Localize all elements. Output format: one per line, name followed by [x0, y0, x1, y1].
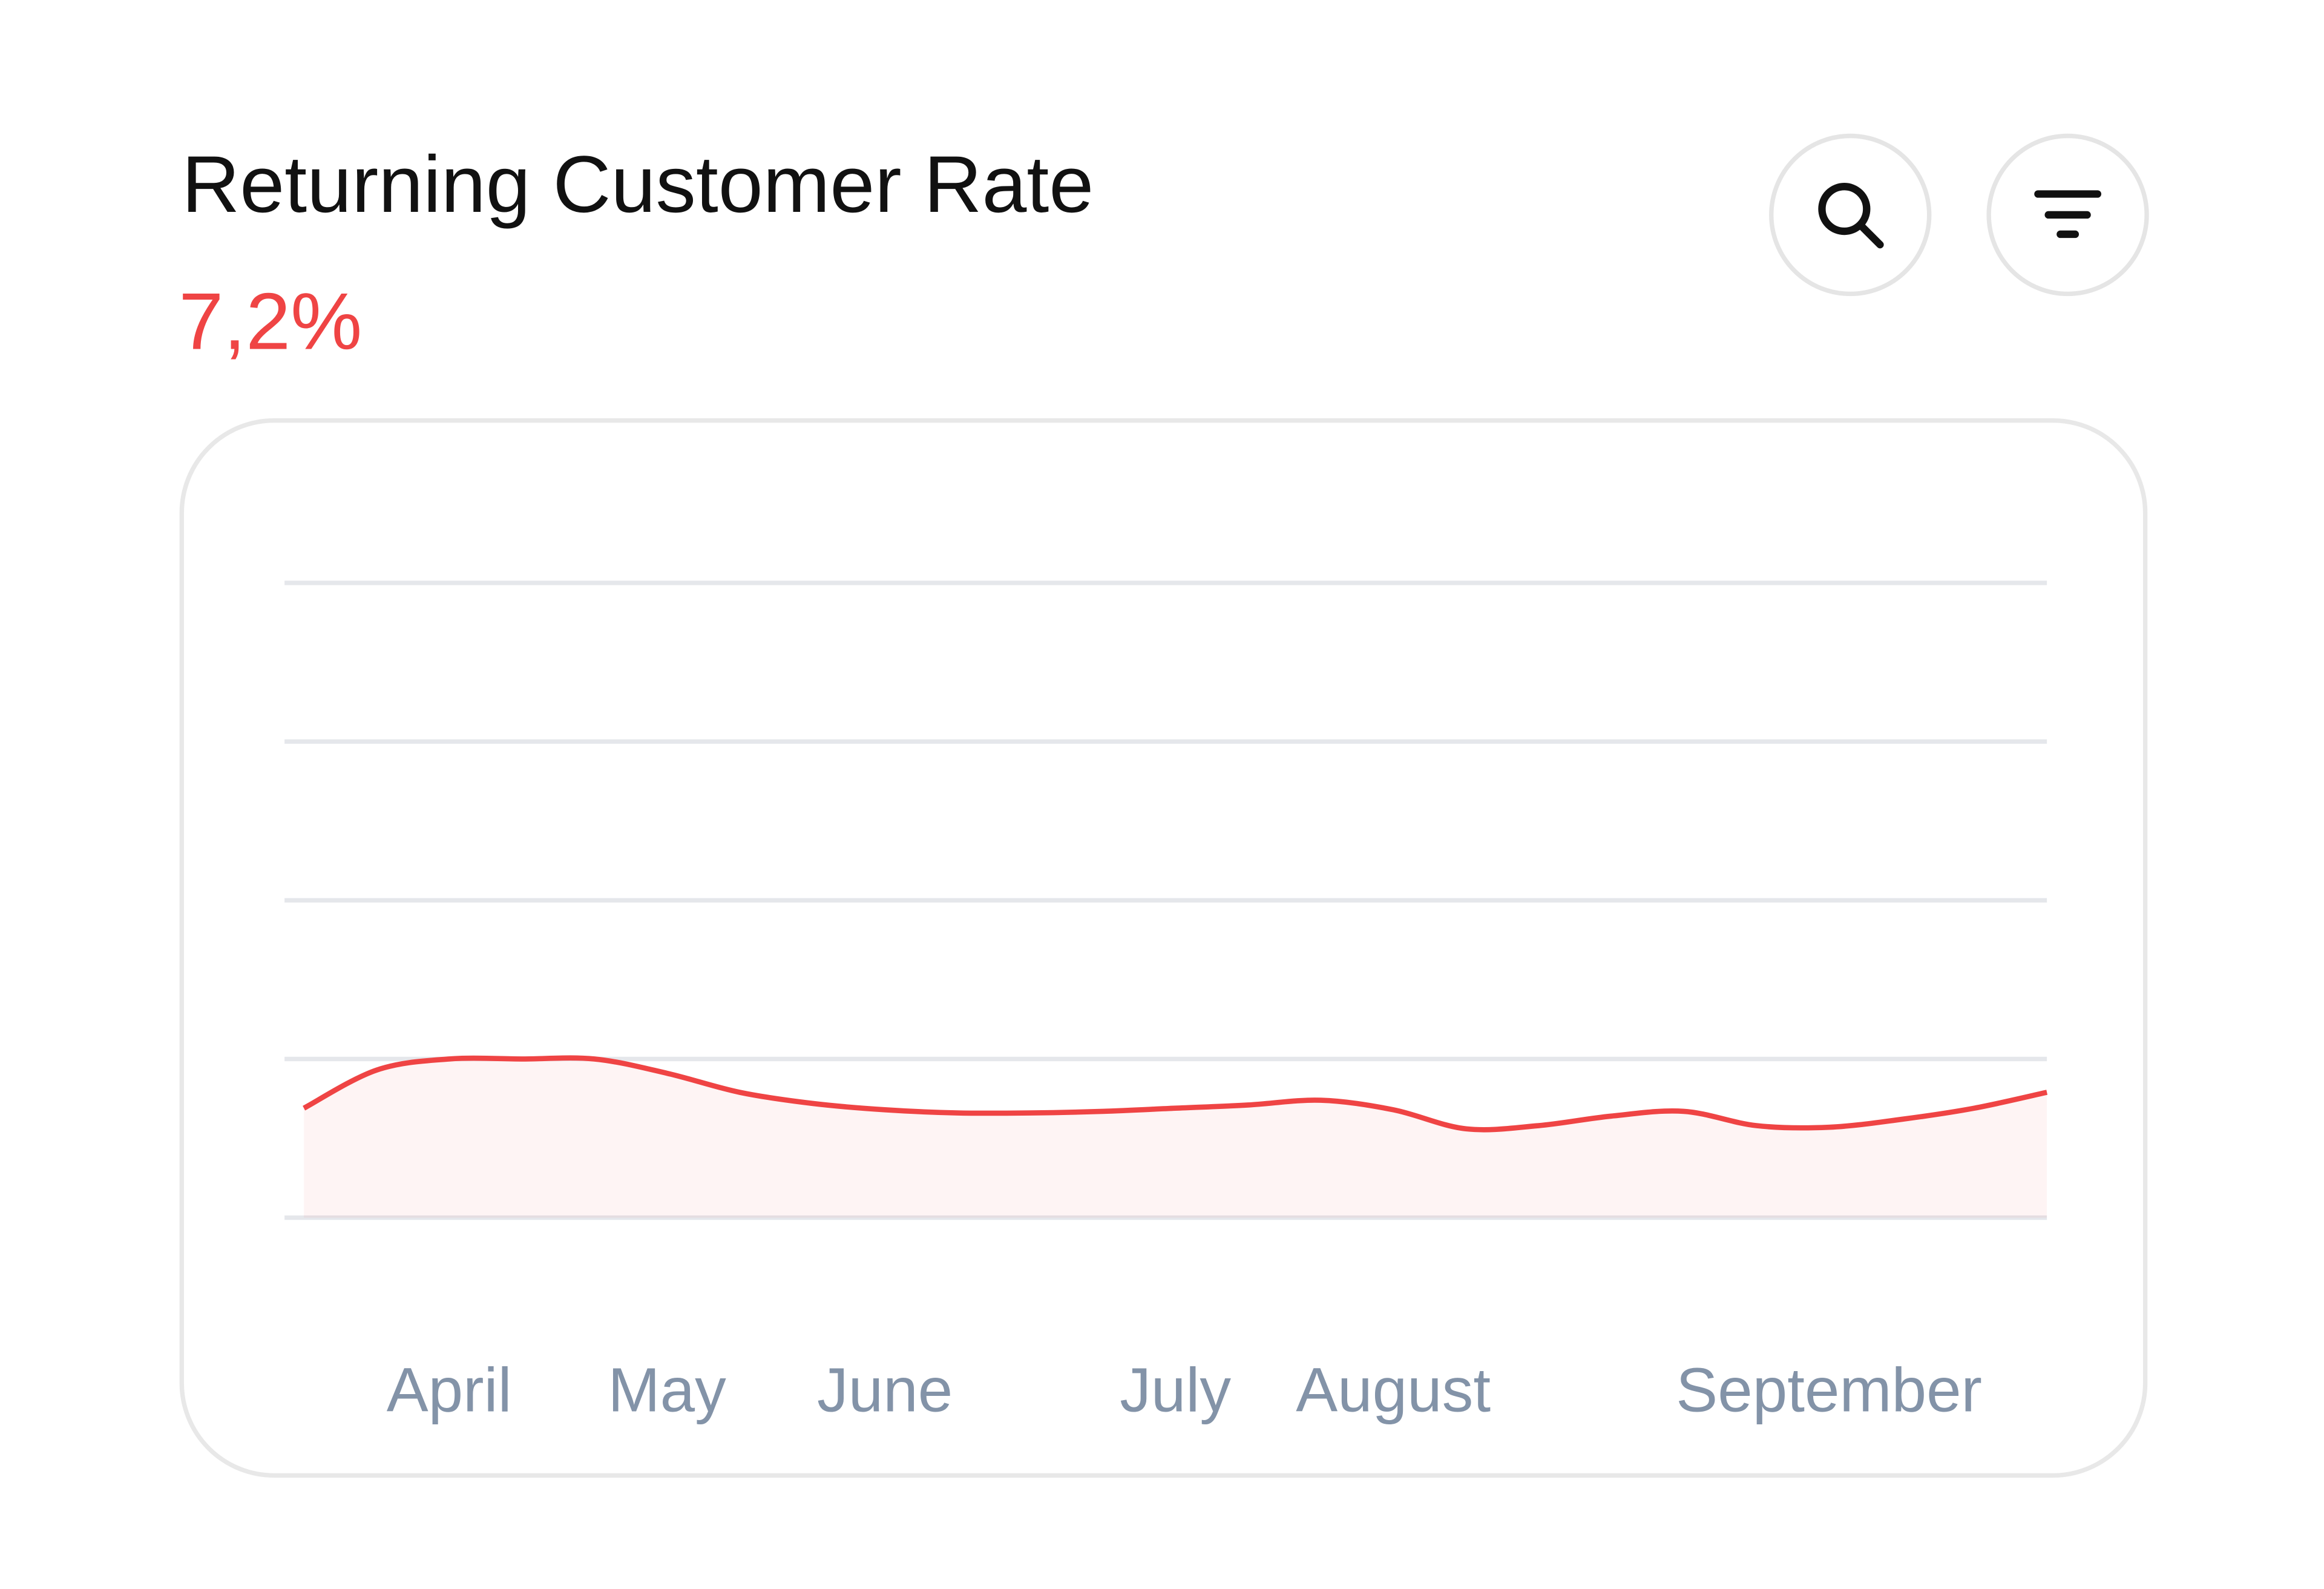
filter-button[interactable] [1986, 133, 2149, 297]
x-tick-label: April [387, 1355, 512, 1425]
line [303, 1055, 2048, 1133]
area [304, 1058, 2047, 1218]
x-tick-label: June [817, 1355, 953, 1425]
button-outline [1769, 133, 1932, 297]
x-tick-label: September [1676, 1355, 1982, 1425]
chart-card [179, 418, 2148, 1478]
x-tick-label: July [1120, 1355, 1231, 1425]
search-icon [1857, 222, 1884, 249]
widget-title: Returning Customer Rate [182, 140, 1094, 229]
search-icon [1818, 183, 1871, 235]
x-tick-label: August [1296, 1355, 1491, 1425]
x-tick-label: May [608, 1355, 727, 1425]
search-button[interactable] [1769, 133, 1932, 297]
metric-value: 7,2% [179, 277, 362, 366]
